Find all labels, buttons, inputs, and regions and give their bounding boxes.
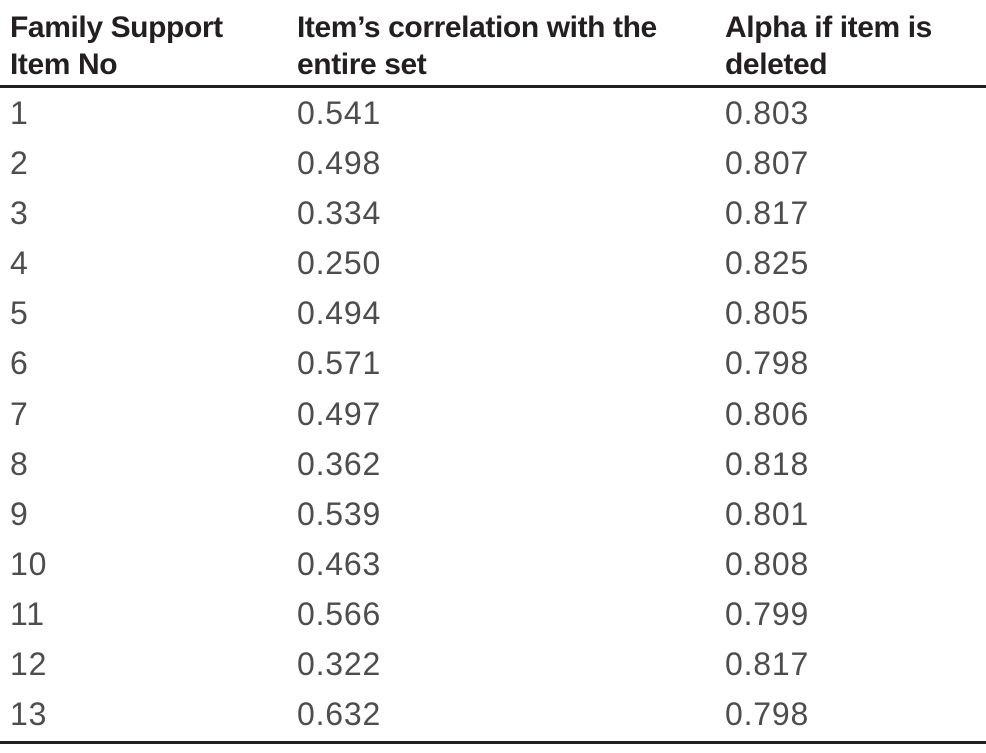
- table-row: 13 0.632 0.798: [0, 690, 986, 740]
- table-row: 2 0.498 0.807: [0, 138, 986, 188]
- cell-correlation: 0.571: [297, 345, 382, 382]
- cell-item-no: 12: [10, 646, 48, 683]
- column-header-alpha-line1: Alpha if item is: [725, 11, 932, 44]
- table-row: 10 0.463 0.808: [0, 539, 986, 589]
- table-row: 4 0.250 0.825: [0, 238, 986, 288]
- column-header-alpha: Alpha if item is deleted: [725, 9, 986, 85]
- table-row: 12 0.322 0.817: [0, 640, 986, 690]
- table-body: 1 0.541 0.803 2 0.498 0.807 3 0.334 0.81…: [0, 88, 986, 740]
- cell-correlation: 0.322: [297, 646, 382, 683]
- cell-alpha: 0.825: [725, 245, 810, 282]
- cell-correlation: 0.250: [297, 245, 382, 282]
- cell-item-no: 2: [10, 144, 29, 181]
- cell-alpha: 0.801: [725, 495, 810, 532]
- cell-alpha: 0.805: [725, 295, 810, 332]
- column-header-item-no: Family Support Item No: [10, 9, 297, 85]
- column-header-alpha-line2: deleted: [725, 48, 828, 81]
- cell-item-no: 1: [10, 94, 29, 131]
- cell-alpha: 0.806: [725, 395, 810, 432]
- cell-correlation: 0.494: [297, 295, 382, 332]
- table-row: 6 0.571 0.798: [0, 339, 986, 389]
- cell-correlation: 0.498: [297, 144, 382, 181]
- cell-correlation: 0.566: [297, 596, 382, 633]
- column-header-correlation-line2: entire set: [297, 48, 427, 81]
- cell-alpha: 0.799: [725, 596, 810, 633]
- table-row: 3 0.334 0.817: [0, 188, 986, 238]
- column-header-item-no-line1: Family Support: [10, 11, 223, 44]
- cell-alpha: 0.798: [725, 696, 810, 733]
- table-row: 5 0.494 0.805: [0, 289, 986, 339]
- table-row: 9 0.539 0.801: [0, 489, 986, 539]
- cell-alpha: 0.798: [725, 345, 810, 382]
- cell-correlation: 0.539: [297, 495, 382, 532]
- cell-item-no: 3: [10, 194, 29, 231]
- table-row: 7 0.497 0.806: [0, 389, 986, 439]
- cell-alpha: 0.818: [725, 445, 810, 482]
- cell-item-no: 5: [10, 295, 29, 332]
- cell-correlation: 0.632: [297, 696, 382, 733]
- table-row: 8 0.362 0.818: [0, 439, 986, 489]
- table-row: 11 0.566 0.799: [0, 590, 986, 640]
- cell-item-no: 4: [10, 245, 29, 282]
- cell-alpha: 0.803: [725, 94, 810, 131]
- table-bottom-rule: [0, 741, 986, 744]
- column-header-correlation: Item’s correlation with the entire set: [297, 9, 725, 85]
- cell-alpha: 0.807: [725, 144, 810, 181]
- cell-item-no: 10: [10, 545, 48, 582]
- table-row: 1 0.541 0.803: [0, 88, 986, 138]
- cell-item-no: 9: [10, 495, 29, 532]
- column-header-correlation-line1: Item’s correlation with the: [297, 11, 657, 44]
- column-header-item-no-line2: Item No: [10, 48, 118, 81]
- cell-alpha: 0.808: [725, 545, 810, 582]
- table-header-row: Family Support Item No Item’s correlatio…: [0, 0, 986, 88]
- cell-correlation: 0.463: [297, 545, 382, 582]
- cell-item-no: 6: [10, 345, 29, 382]
- cell-item-no: 8: [10, 445, 29, 482]
- cell-item-no: 13: [10, 696, 48, 733]
- cell-correlation: 0.541: [297, 94, 382, 131]
- cell-correlation: 0.362: [297, 445, 382, 482]
- cell-alpha: 0.817: [725, 194, 810, 231]
- cell-correlation: 0.334: [297, 194, 382, 231]
- cell-item-no: 7: [10, 395, 29, 432]
- cell-alpha: 0.817: [725, 646, 810, 683]
- cell-item-no: 11: [10, 596, 45, 633]
- cell-correlation: 0.497: [297, 395, 382, 432]
